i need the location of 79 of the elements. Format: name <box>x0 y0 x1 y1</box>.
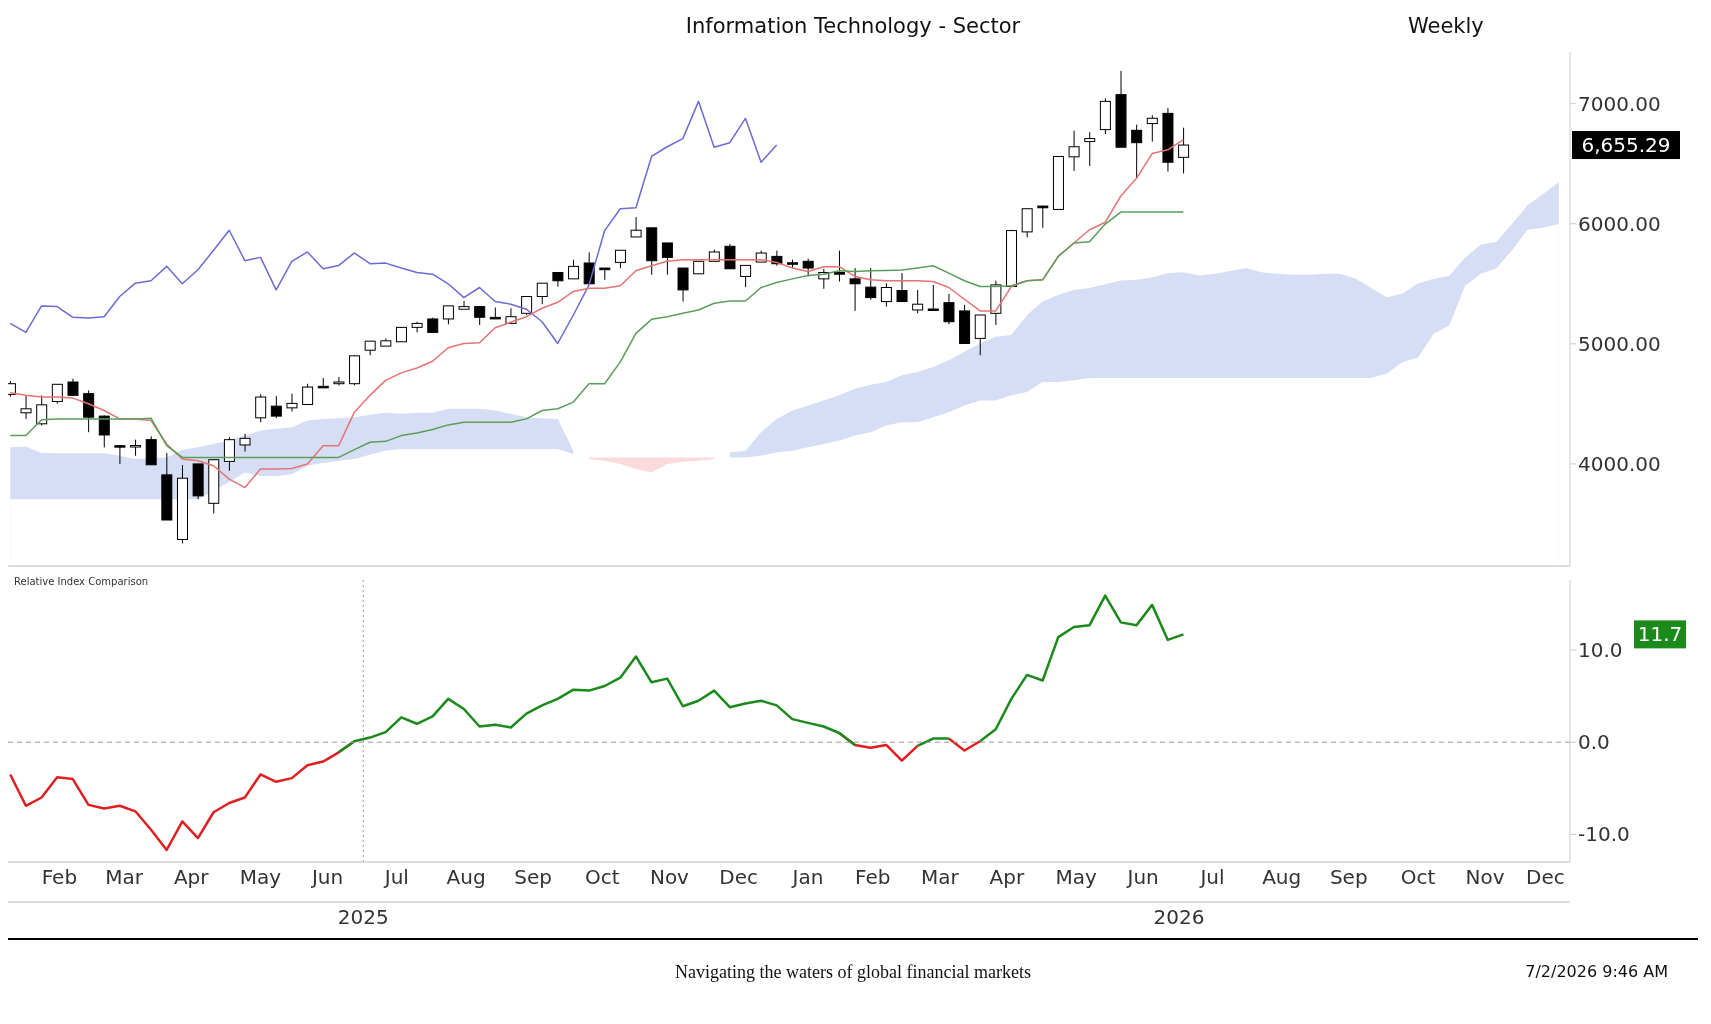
x-tick-label: Jun <box>309 865 344 890</box>
candlestick <box>1021 208 1033 238</box>
text: 7/2/2026 9:46 AM <box>1525 962 1668 981</box>
x2-tick-label: 2025 <box>337 905 389 930</box>
x-tick-label: Dec <box>719 865 759 890</box>
chart-title: Information Technology - Sector <box>685 14 1021 38</box>
candlestick <box>896 272 908 303</box>
candlestick <box>286 393 298 412</box>
candlestick <box>83 389 95 433</box>
line-series <box>9 100 778 345</box>
candlestick <box>1037 205 1049 229</box>
candlestick <box>270 395 282 419</box>
x-tick-label: May <box>239 865 282 890</box>
x-tick-label: Jul <box>1198 865 1225 890</box>
candlestick <box>1068 130 1080 172</box>
candlestick <box>442 305 454 325</box>
x-tick-label: May <box>1055 865 1097 890</box>
candlestick <box>974 314 986 356</box>
x-tick-label: Sep <box>514 865 552 890</box>
x-tick-label: Dec <box>1526 865 1565 890</box>
x-tick-label: Apr <box>989 865 1025 890</box>
candlestick <box>568 259 580 280</box>
candlestick <box>630 216 642 238</box>
candlestick <box>1178 127 1190 174</box>
candlestick <box>833 250 845 282</box>
candlestick <box>1084 131 1096 167</box>
x-tick-label: Aug <box>446 865 486 890</box>
candlestick <box>740 264 752 288</box>
x-tick-label: Nov <box>649 865 690 890</box>
text: Navigating the waters of global financial markets <box>675 962 1031 982</box>
x-tick-label: Jun <box>1125 865 1159 890</box>
candlestick <box>20 395 32 420</box>
line-series <box>9 138 1185 489</box>
x-tick-label: Aug <box>1262 865 1302 890</box>
candlestick <box>536 282 548 305</box>
y-tick-label: 10.0 <box>1578 638 1623 663</box>
candlestick <box>223 436 235 472</box>
y-tick-label: 6000.00 <box>1578 211 1661 236</box>
y-tick-label: 0.0 <box>1578 730 1610 755</box>
x-tick-label: Jan <box>790 865 824 890</box>
candlestick <box>239 433 251 453</box>
x-tick-label: Mar <box>920 865 960 890</box>
x-tick-label: Oct <box>585 865 620 890</box>
x-tick-label: Nov <box>1465 865 1505 890</box>
candlestick <box>943 293 955 325</box>
candlestick <box>255 393 267 423</box>
y-tick-label: 5000.00 <box>1578 331 1661 356</box>
y-tick-label: 7000.00 <box>1578 91 1661 116</box>
x2-tick-label: 2026 <box>1153 905 1205 930</box>
y-tick-label: -10.0 <box>1578 822 1630 847</box>
text: 11.7 <box>1637 622 1683 647</box>
x-tick-label: Oct <box>1400 865 1436 890</box>
x-tick-label: Sep <box>1329 865 1368 890</box>
candlestick <box>36 394 48 427</box>
text: 6,655.29 <box>1581 133 1671 158</box>
candlestick <box>458 300 470 310</box>
candlestick <box>724 243 736 270</box>
chart-subtitle: Weekly <box>1408 14 1484 38</box>
x-tick-label: Feb <box>855 865 891 890</box>
candlestick <box>333 376 345 386</box>
x-tick-label: Mar <box>105 865 144 890</box>
candlestick <box>677 267 689 303</box>
candlestick <box>927 284 939 312</box>
candlestick <box>865 267 877 301</box>
x-tick-label: Apr <box>173 865 210 890</box>
candlestick <box>880 282 892 308</box>
candlestick <box>661 242 673 276</box>
candlestick <box>912 289 924 314</box>
x-tick-label: Feb <box>41 865 78 890</box>
candlestick <box>411 321 423 333</box>
candlestick <box>302 383 314 405</box>
candlestick <box>98 414 110 448</box>
x-tick-label: Jul <box>382 865 409 890</box>
candlestick <box>474 306 486 326</box>
chart-title: Relative Index Comparison <box>14 576 149 587</box>
candlestick <box>1146 114 1158 143</box>
y-tick-label: 4000.00 <box>1578 452 1661 477</box>
candlestick <box>849 267 861 312</box>
candlestick <box>1131 124 1143 180</box>
